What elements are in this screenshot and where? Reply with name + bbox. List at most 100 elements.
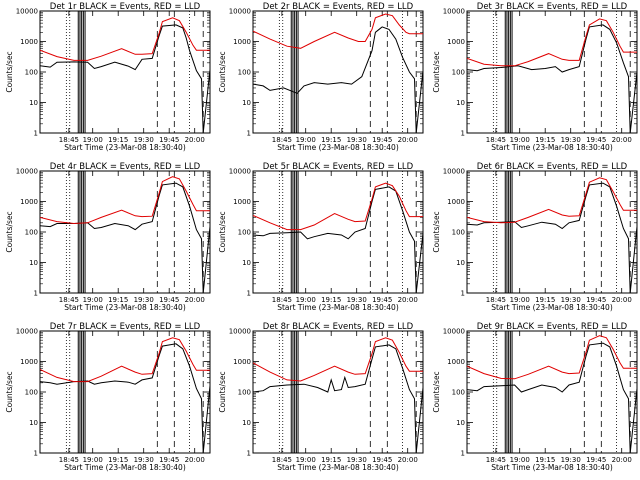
y-tick-label: 100: [452, 69, 465, 77]
panel-8: Det 8r BLACK = Events, RED = LLD 1 10 100 10…: [218, 322, 424, 472]
x-tick-label: 19:45: [159, 456, 179, 464]
y-tick-label: 10: [29, 99, 38, 107]
y-tick-label: 1: [461, 130, 465, 138]
y-axis-label: Counts/sec: [5, 51, 14, 92]
x-tick-label: 18:45: [486, 296, 506, 304]
y-tick-label: 10000: [229, 328, 251, 336]
y-tick-label: 100: [25, 69, 38, 77]
x-tick-label: 19:15: [535, 456, 555, 464]
y-tick-label: 1000: [233, 38, 251, 46]
y-tick-label: 10000: [443, 8, 465, 16]
y-tick-label: 10000: [443, 328, 465, 336]
x-tick-label: 19:30: [134, 456, 154, 464]
x-tick-label: 19:30: [134, 296, 154, 304]
x-tick-label: 19:15: [321, 136, 341, 144]
y-tick-label: 10000: [16, 168, 38, 176]
y-tick-label: 10000: [443, 168, 465, 176]
lld-series-line: [253, 337, 423, 382]
panel-9: Det 9r BLACK = Events, RED = LLD 1 10 100 10…: [432, 322, 638, 472]
plot-frame: [39, 170, 211, 294]
x-tick-label: 19:15: [108, 456, 128, 464]
x-tick-label: 18:45: [59, 136, 79, 144]
lld-series-line: [467, 18, 637, 67]
events-series-line: [467, 182, 637, 293]
x-axis-label: Start Time (23-Mar-08 18:30:40): [64, 463, 186, 472]
y-tick-label: 10: [29, 419, 38, 427]
y-tick-label: 1000: [447, 38, 465, 46]
x-tick-label: 19:00: [510, 456, 530, 464]
x-tick-label: 18:45: [272, 136, 292, 144]
x-tick-label: 19:30: [561, 456, 581, 464]
x-tick-label: 20:00: [398, 296, 418, 304]
y-tick-label: 10: [242, 259, 251, 267]
y-tick-label: 1000: [233, 358, 251, 366]
x-tick-label: 18:45: [486, 456, 506, 464]
y-axis-label: Counts/sec: [218, 51, 227, 92]
panel-3: Det 3r BLACK = Events, RED = LLD 1 10 100 10…: [432, 2, 638, 152]
events-series-line: [40, 182, 210, 293]
y-tick-label: 100: [238, 229, 251, 237]
x-tick-label: 18:45: [59, 296, 79, 304]
x-tick-label: 19:30: [561, 136, 581, 144]
y-tick-label: 100: [238, 389, 251, 397]
panel-2: Det 2r BLACK = Events, RED = LLD 1 10 100 10…: [218, 2, 424, 152]
panel-5: Det 5r BLACK = Events, RED = LLD 1 10 100 10…: [218, 162, 424, 312]
x-axis-label: Start Time (23-Mar-08 18:30:40): [491, 143, 613, 152]
y-tick-label: 1: [247, 130, 251, 138]
lld-series-line: [467, 177, 637, 224]
y-tick-label: 1: [34, 290, 38, 298]
lld-series-line: [467, 335, 637, 380]
x-tick-label: 18:45: [486, 136, 506, 144]
x-tick-label: 20:00: [612, 296, 632, 304]
x-tick-label: 19:45: [586, 456, 606, 464]
x-tick-label: 19:45: [372, 296, 392, 304]
x-tick-label: 19:15: [535, 136, 555, 144]
x-tick-label: 20:00: [398, 136, 418, 144]
x-tick-label: 19:45: [586, 136, 606, 144]
x-axis-label: Start Time (23-Mar-08 18:30:40): [277, 303, 399, 312]
x-tick-label: 18:45: [59, 456, 79, 464]
plot-frame: [252, 10, 424, 134]
x-tick-label: 19:30: [134, 136, 154, 144]
y-tick-label: 100: [452, 389, 465, 397]
y-axis-label: Counts/sec: [432, 371, 441, 412]
y-axis-label: Counts/sec: [432, 51, 441, 92]
y-axis-label: Counts/sec: [432, 211, 441, 252]
panel-title: Det 1r BLACK = Events, RED = LLD: [50, 2, 201, 12]
events-series-line: [253, 186, 423, 293]
x-tick-label: 19:00: [83, 136, 103, 144]
x-tick-label: 20:00: [185, 456, 205, 464]
panel-4: Det 4r BLACK = Events, RED = LLD 1 10 100 10…: [5, 162, 211, 312]
panel-title: Det 5r BLACK = Events, RED = LLD: [263, 162, 414, 172]
y-tick-label: 100: [238, 69, 251, 77]
y-tick-label: 10000: [16, 328, 38, 336]
x-tick-label: 19:15: [108, 296, 128, 304]
y-tick-label: 1: [461, 290, 465, 298]
x-tick-label: 19:45: [586, 296, 606, 304]
x-tick-label: 19:00: [510, 136, 530, 144]
y-tick-label: 100: [452, 229, 465, 237]
x-axis-label: Start Time (23-Mar-08 18:30:40): [64, 143, 186, 152]
x-tick-label: 18:45: [272, 296, 292, 304]
events-series-line: [40, 24, 210, 133]
y-tick-label: 10: [456, 419, 465, 427]
x-tick-label: 20:00: [612, 456, 632, 464]
x-tick-label: 20:00: [185, 296, 205, 304]
y-tick-label: 1: [34, 130, 38, 138]
x-axis-label: Start Time (23-Mar-08 18:30:40): [64, 303, 186, 312]
x-axis-label: Start Time (23-Mar-08 18:30:40): [277, 143, 399, 152]
panel-7: Det 7r BLACK = Events, RED = LLD 1 10 100 10…: [5, 322, 211, 472]
panel-title: Det 9r BLACK = Events, RED = LLD: [477, 322, 628, 332]
panel-title: Det 6r BLACK = Events, RED = LLD: [477, 162, 628, 172]
x-axis-label: Start Time (23-Mar-08 18:30:40): [491, 303, 613, 312]
events-series-line: [467, 342, 637, 453]
y-tick-label: 100: [25, 229, 38, 237]
lld-series-line: [40, 337, 210, 383]
x-tick-label: 19:30: [347, 136, 367, 144]
lld-series-line: [40, 17, 210, 61]
x-tick-label: 19:45: [159, 136, 179, 144]
y-tick-label: 1000: [20, 358, 38, 366]
x-tick-label: 19:00: [296, 136, 316, 144]
y-tick-label: 10: [242, 419, 251, 427]
